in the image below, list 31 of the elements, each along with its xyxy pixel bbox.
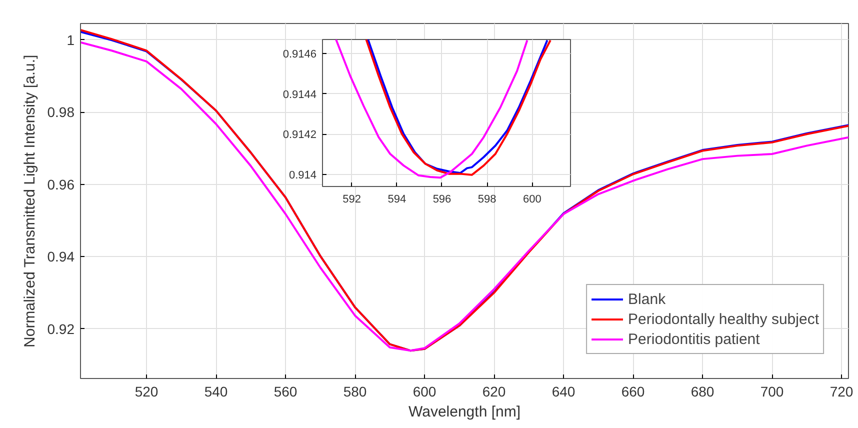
x-tick-label: 560 (274, 384, 298, 400)
y-tick-label: 0.92 (47, 320, 75, 337)
x-tick-label: 660 (621, 384, 645, 400)
y-tick-label: 0.9146 (282, 48, 317, 61)
y-tick-label: 0.98 (47, 104, 75, 120)
x-tick-label: 598 (478, 194, 496, 206)
x-tick-label: 700 (760, 384, 784, 400)
x-tick-label: 720 (830, 384, 854, 400)
y-tick-label: 0.9144 (282, 88, 317, 101)
x-tick-label: 594 (388, 194, 406, 206)
legend-label: Periodontitis patient (628, 330, 760, 348)
x-tick-label: 580 (343, 384, 367, 400)
x-tick-label: 600 (412, 384, 436, 400)
x-tick-label: 600 (522, 194, 542, 206)
legend-label: Periodontally healthy subject (628, 310, 819, 328)
y-tick-label: 0.96 (47, 176, 75, 192)
x-tick-label: 596 (432, 194, 452, 206)
x-tick-label: 640 (552, 384, 576, 400)
x-axis-title: Wavelength [nm] (408, 404, 521, 420)
y-tick-label: 1 (66, 32, 75, 48)
x-tick-label: 520 (134, 384, 158, 400)
x-tick-label: 592 (342, 194, 361, 206)
x-tick-label: 680 (690, 384, 714, 400)
y-tick-label: 0.914 (288, 169, 317, 182)
legend-label: Blank (628, 290, 666, 308)
y-tick-label: 0.9142 (282, 129, 317, 142)
y-axis-title: Normalized Transmitted Light Intensity [a.u.] (21, 54, 38, 348)
x-tick-label: 540 (204, 384, 228, 400)
x-tick-label: 620 (482, 384, 506, 400)
y-tick-label: 0.94 (47, 248, 75, 265)
line-series (335, 40, 528, 179)
